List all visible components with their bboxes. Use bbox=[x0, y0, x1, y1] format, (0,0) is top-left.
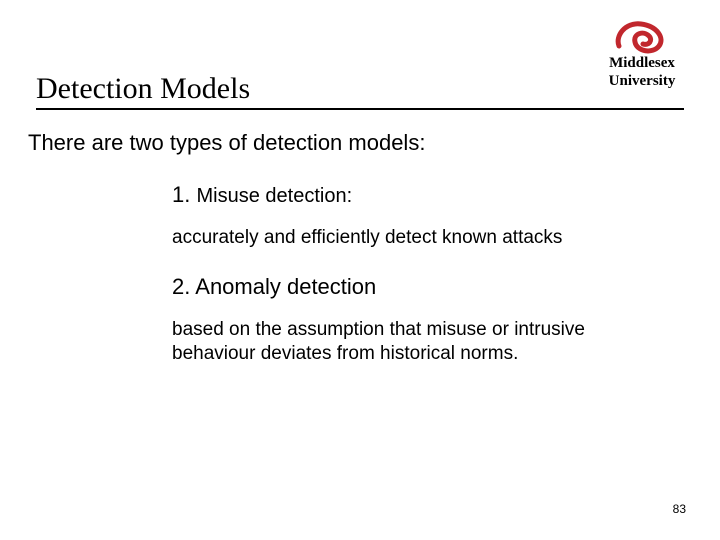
item-2-number: 2. bbox=[172, 274, 190, 299]
swirl-icon bbox=[613, 18, 671, 54]
item-2-term: Anomaly detection bbox=[195, 274, 376, 299]
items-list: 1. Misuse detection: accurately and effi… bbox=[172, 180, 660, 365]
title-wrap: Detection Models bbox=[36, 72, 684, 110]
slide: Middlesex University Detection Models Th… bbox=[0, 0, 720, 540]
intro-text: There are two types of detection models: bbox=[28, 130, 680, 156]
item-2-heading: 2. Anomaly detection bbox=[172, 274, 660, 300]
slide-title: Detection Models bbox=[36, 72, 684, 110]
item-1-term: Misuse detection: bbox=[196, 185, 352, 207]
item-1-desc: accurately and efficiently detect known … bbox=[172, 226, 660, 250]
logo-text-line1: Middlesex bbox=[592, 56, 692, 72]
item-2-desc: based on the assumption that misuse or i… bbox=[172, 318, 660, 366]
item-1-number: 1. bbox=[172, 182, 190, 207]
item-gap bbox=[172, 250, 660, 272]
page-number: 83 bbox=[673, 502, 686, 516]
item-1-heading: 1. Misuse detection: bbox=[172, 182, 660, 208]
